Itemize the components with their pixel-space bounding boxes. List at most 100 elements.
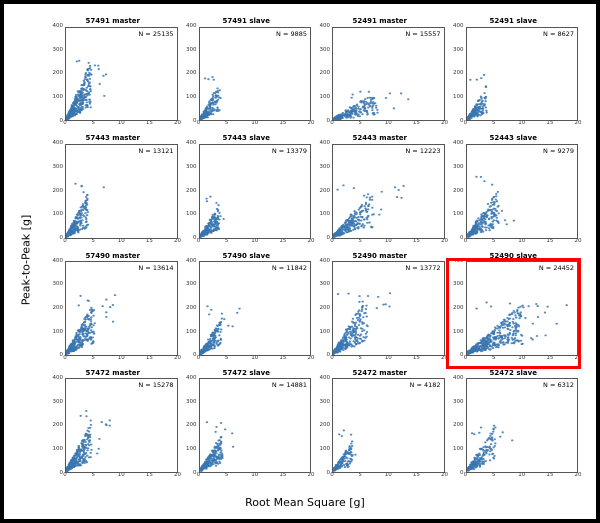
n-annotation: N = 13614 xyxy=(138,264,173,272)
y-tick-label: 300 xyxy=(320,48,331,54)
y-axis-label: Peak-to-Peak [g] xyxy=(20,214,33,305)
y-ticks: 0100200300400 xyxy=(48,27,65,122)
x-tick-label: 0 xyxy=(330,356,334,362)
subplot-57472-master: 57472 master010020030040005101520N = 152… xyxy=(48,370,178,483)
x-tick-label: 10 xyxy=(118,473,125,479)
x-tick-label: 0 xyxy=(464,473,468,479)
x-tick-label: 10 xyxy=(518,121,525,127)
x-tick-label: 20 xyxy=(308,239,315,245)
y-tick-label: 200 xyxy=(53,188,64,194)
x-tick-label: 15 xyxy=(279,121,286,127)
x-tick-label: 10 xyxy=(118,239,125,245)
x-tick-label: 0 xyxy=(63,356,67,362)
y-tick-label: 400 xyxy=(453,24,464,30)
n-annotation: N = 15278 xyxy=(138,381,173,389)
y-tick-label: 400 xyxy=(53,258,64,264)
y-tick-label: 200 xyxy=(186,306,197,312)
plot-canvas: N = 8627 xyxy=(466,27,579,122)
plot-canvas: N = 11842 xyxy=(199,261,312,356)
y-tick-label: 100 xyxy=(453,329,464,335)
x-tick-label: 15 xyxy=(146,356,153,362)
y-ticks: 0100200300400 xyxy=(315,378,332,473)
y-tick-label: 200 xyxy=(453,306,464,312)
plot-area: 010020030040005101520N = 25135 xyxy=(48,27,178,132)
plot-canvas: N = 13614 xyxy=(65,261,178,356)
x-tick-label: 0 xyxy=(63,121,67,127)
scatter-points xyxy=(66,262,177,355)
x-ticks: 05101520 xyxy=(199,239,312,249)
y-tick-label: 200 xyxy=(53,71,64,77)
y-ticks: 0100200300400 xyxy=(48,378,65,473)
scatter-points xyxy=(200,379,311,472)
x-tick-label: 0 xyxy=(464,239,468,245)
x-tick-label: 5 xyxy=(358,239,362,245)
x-tick-label: 0 xyxy=(197,473,201,479)
x-tick-label: 5 xyxy=(91,473,95,479)
subplot-title: 57490 master xyxy=(48,253,178,261)
y-tick-label: 100 xyxy=(53,95,64,101)
subplot-title: 52472 master xyxy=(315,370,445,378)
x-tick-label: 0 xyxy=(330,121,334,127)
scatter-points xyxy=(467,262,578,355)
plot-area: 010020030040005101520N = 4182 xyxy=(315,378,445,483)
x-tick-label: 15 xyxy=(413,473,420,479)
x-tick-label: 15 xyxy=(279,239,286,245)
y-tick-label: 400 xyxy=(320,258,331,264)
y-tick-label: 300 xyxy=(453,282,464,288)
subplot-title: 57490 slave xyxy=(182,253,312,261)
x-tick-label: 15 xyxy=(546,121,553,127)
y-tick-label: 300 xyxy=(53,48,64,54)
y-tick-label: 200 xyxy=(186,71,197,77)
x-ticks: 05101520 xyxy=(332,121,445,131)
x-tick-label: 5 xyxy=(492,239,496,245)
subplot-title: 52443 master xyxy=(315,135,445,143)
x-tick-label: 5 xyxy=(492,473,496,479)
subplot-52472-master: 52472 master010020030040005101520N = 418… xyxy=(315,370,445,483)
subplot-52443-slave: 52443 slave010020030040005101520N = 9279 xyxy=(449,135,579,248)
plot-area: 010020030040005101520N = 13614 xyxy=(48,261,178,366)
plot-area: 010020030040005101520N = 12223 xyxy=(315,144,445,249)
y-tick-label: 100 xyxy=(53,212,64,218)
y-tick-label: 200 xyxy=(53,306,64,312)
n-annotation: N = 9885 xyxy=(276,30,307,38)
plot-area: 010020030040005101520N = 11842 xyxy=(182,261,312,366)
x-tick-label: 20 xyxy=(575,121,582,127)
subplot-title: 57443 master xyxy=(48,135,178,143)
y-tick-label: 400 xyxy=(53,24,64,30)
x-tick-label: 20 xyxy=(441,239,448,245)
y-tick-label: 300 xyxy=(320,399,331,405)
y-ticks: 0100200300400 xyxy=(449,378,466,473)
y-tick-label: 200 xyxy=(53,423,64,429)
x-ticks: 05101520 xyxy=(65,473,178,483)
y-tick-label: 100 xyxy=(453,212,464,218)
plot-area: 010020030040005101520N = 8627 xyxy=(449,27,579,132)
y-ticks: 0100200300400 xyxy=(315,261,332,356)
plot-canvas: N = 6312 xyxy=(466,378,579,473)
x-tick-label: 0 xyxy=(197,121,201,127)
n-annotation: N = 12223 xyxy=(405,147,440,155)
y-tick-label: 100 xyxy=(320,447,331,453)
x-tick-label: 5 xyxy=(358,473,362,479)
y-tick-label: 400 xyxy=(320,24,331,30)
x-tick-label: 5 xyxy=(225,356,229,362)
x-tick-label: 15 xyxy=(146,473,153,479)
plot-area: 010020030040005101520N = 14881 xyxy=(182,378,312,483)
plot-canvas: N = 12223 xyxy=(332,144,445,239)
x-tick-label: 15 xyxy=(146,239,153,245)
highlighted-subplot: 010020030040005101520N = 24452 xyxy=(449,261,579,366)
y-tick-label: 100 xyxy=(186,212,197,218)
x-tick-label: 10 xyxy=(251,239,258,245)
scatter-points xyxy=(66,379,177,472)
plot-canvas: N = 25135 xyxy=(65,27,178,122)
x-tick-label: 20 xyxy=(441,356,448,362)
subplot-title: 52490 master xyxy=(315,253,445,261)
x-ticks: 05101520 xyxy=(199,356,312,366)
y-tick-label: 300 xyxy=(320,282,331,288)
x-tick-label: 10 xyxy=(385,239,392,245)
subplot-52490-master: 52490 master010020030040005101520N = 137… xyxy=(315,253,445,366)
y-ticks: 0100200300400 xyxy=(48,261,65,356)
x-tick-label: 20 xyxy=(308,473,315,479)
y-tick-label: 300 xyxy=(320,165,331,171)
x-tick-label: 5 xyxy=(358,121,362,127)
y-tick-label: 400 xyxy=(320,376,331,382)
